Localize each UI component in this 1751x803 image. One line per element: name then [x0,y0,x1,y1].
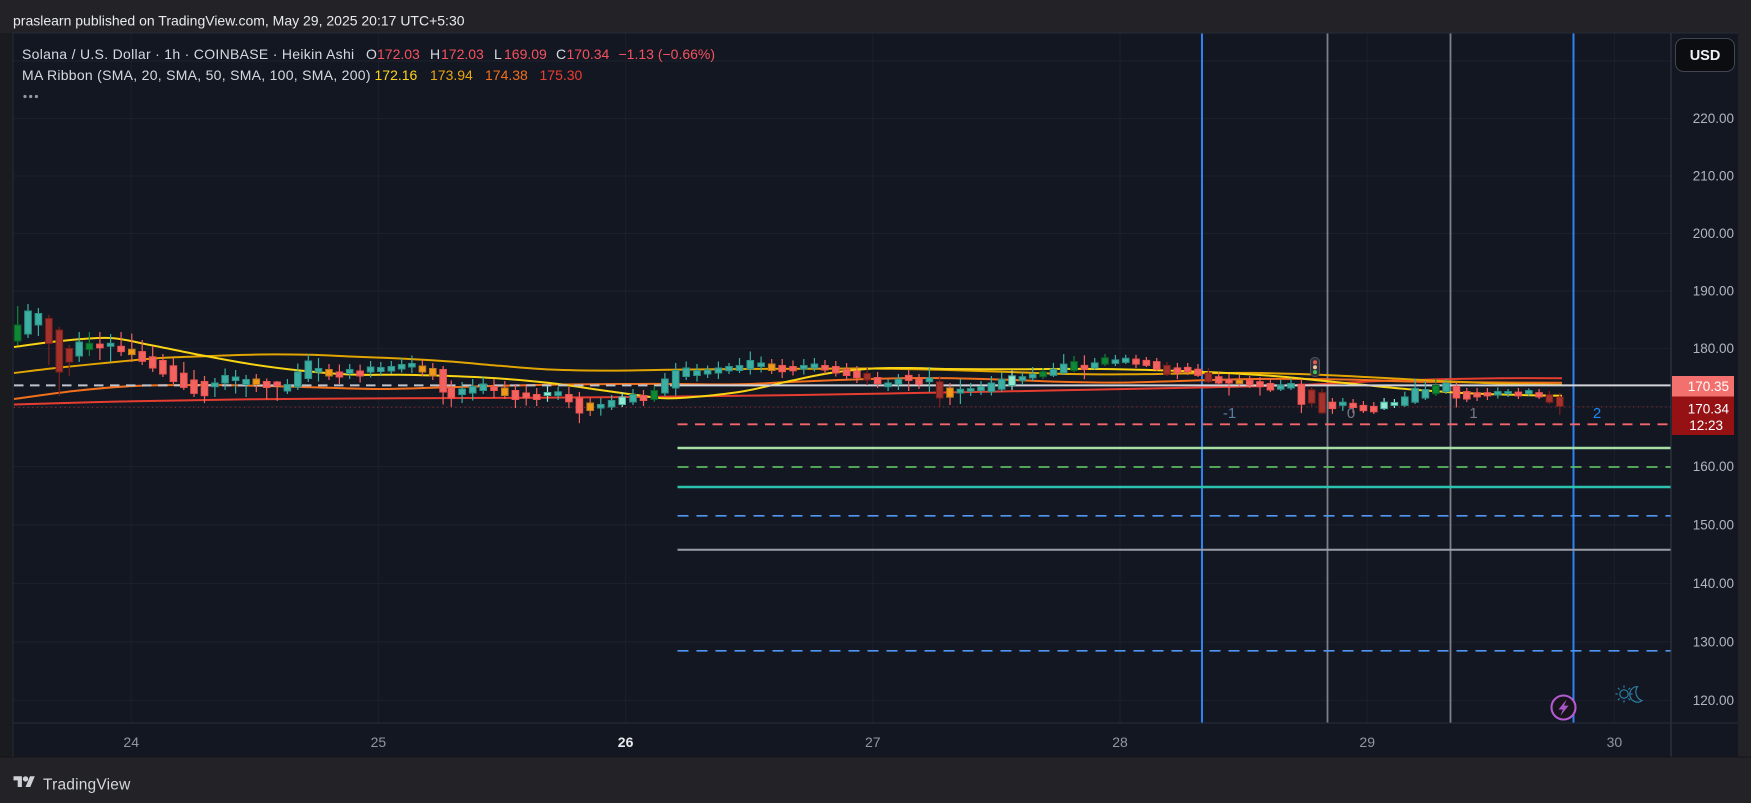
svg-text:0: 0 [1347,405,1355,422]
svg-text:150.00: 150.00 [1693,518,1734,533]
svg-text:MA Ribbon (SMA, 20, SMA, 50, S: MA Ribbon (SMA, 20, SMA, 50, SMA, 100, S… [22,67,371,83]
svg-text:-1: -1 [1223,405,1236,422]
svg-text:200.00: 200.00 [1693,226,1734,241]
svg-text:210.00: 210.00 [1693,169,1734,184]
svg-text:180.00: 180.00 [1693,341,1734,356]
svg-text:220.00: 220.00 [1693,111,1734,126]
svg-text:26: 26 [618,734,634,750]
svg-text:TradingView: TradingView [43,777,131,794]
svg-text:120.00: 120.00 [1693,693,1734,708]
svg-text:28: 28 [1112,734,1128,750]
svg-text:praslearn published on Trading: praslearn published on TradingView.com, … [13,13,465,29]
svg-text:1: 1 [1469,405,1477,422]
svg-text:190.00: 190.00 [1693,284,1734,299]
svg-text:170.35: 170.35 [1688,379,1729,394]
svg-text:160.00: 160.00 [1693,459,1734,474]
svg-text:Solana / U.S. Dollar · 1h · CO: Solana / U.S. Dollar · 1h · COINBASE · H… [22,46,354,62]
svg-text:USD: USD [1690,48,1721,64]
svg-text:27: 27 [865,734,881,750]
svg-text:170.34: 170.34 [1688,402,1730,417]
svg-text:12:23: 12:23 [1689,418,1723,433]
svg-text:29: 29 [1359,734,1375,750]
svg-text:30: 30 [1607,734,1623,750]
svg-text:2: 2 [1593,405,1601,422]
svg-text:25: 25 [371,734,387,750]
svg-text:24: 24 [123,734,139,750]
svg-text:130.00: 130.00 [1693,635,1734,650]
svg-text:140.00: 140.00 [1693,576,1734,591]
